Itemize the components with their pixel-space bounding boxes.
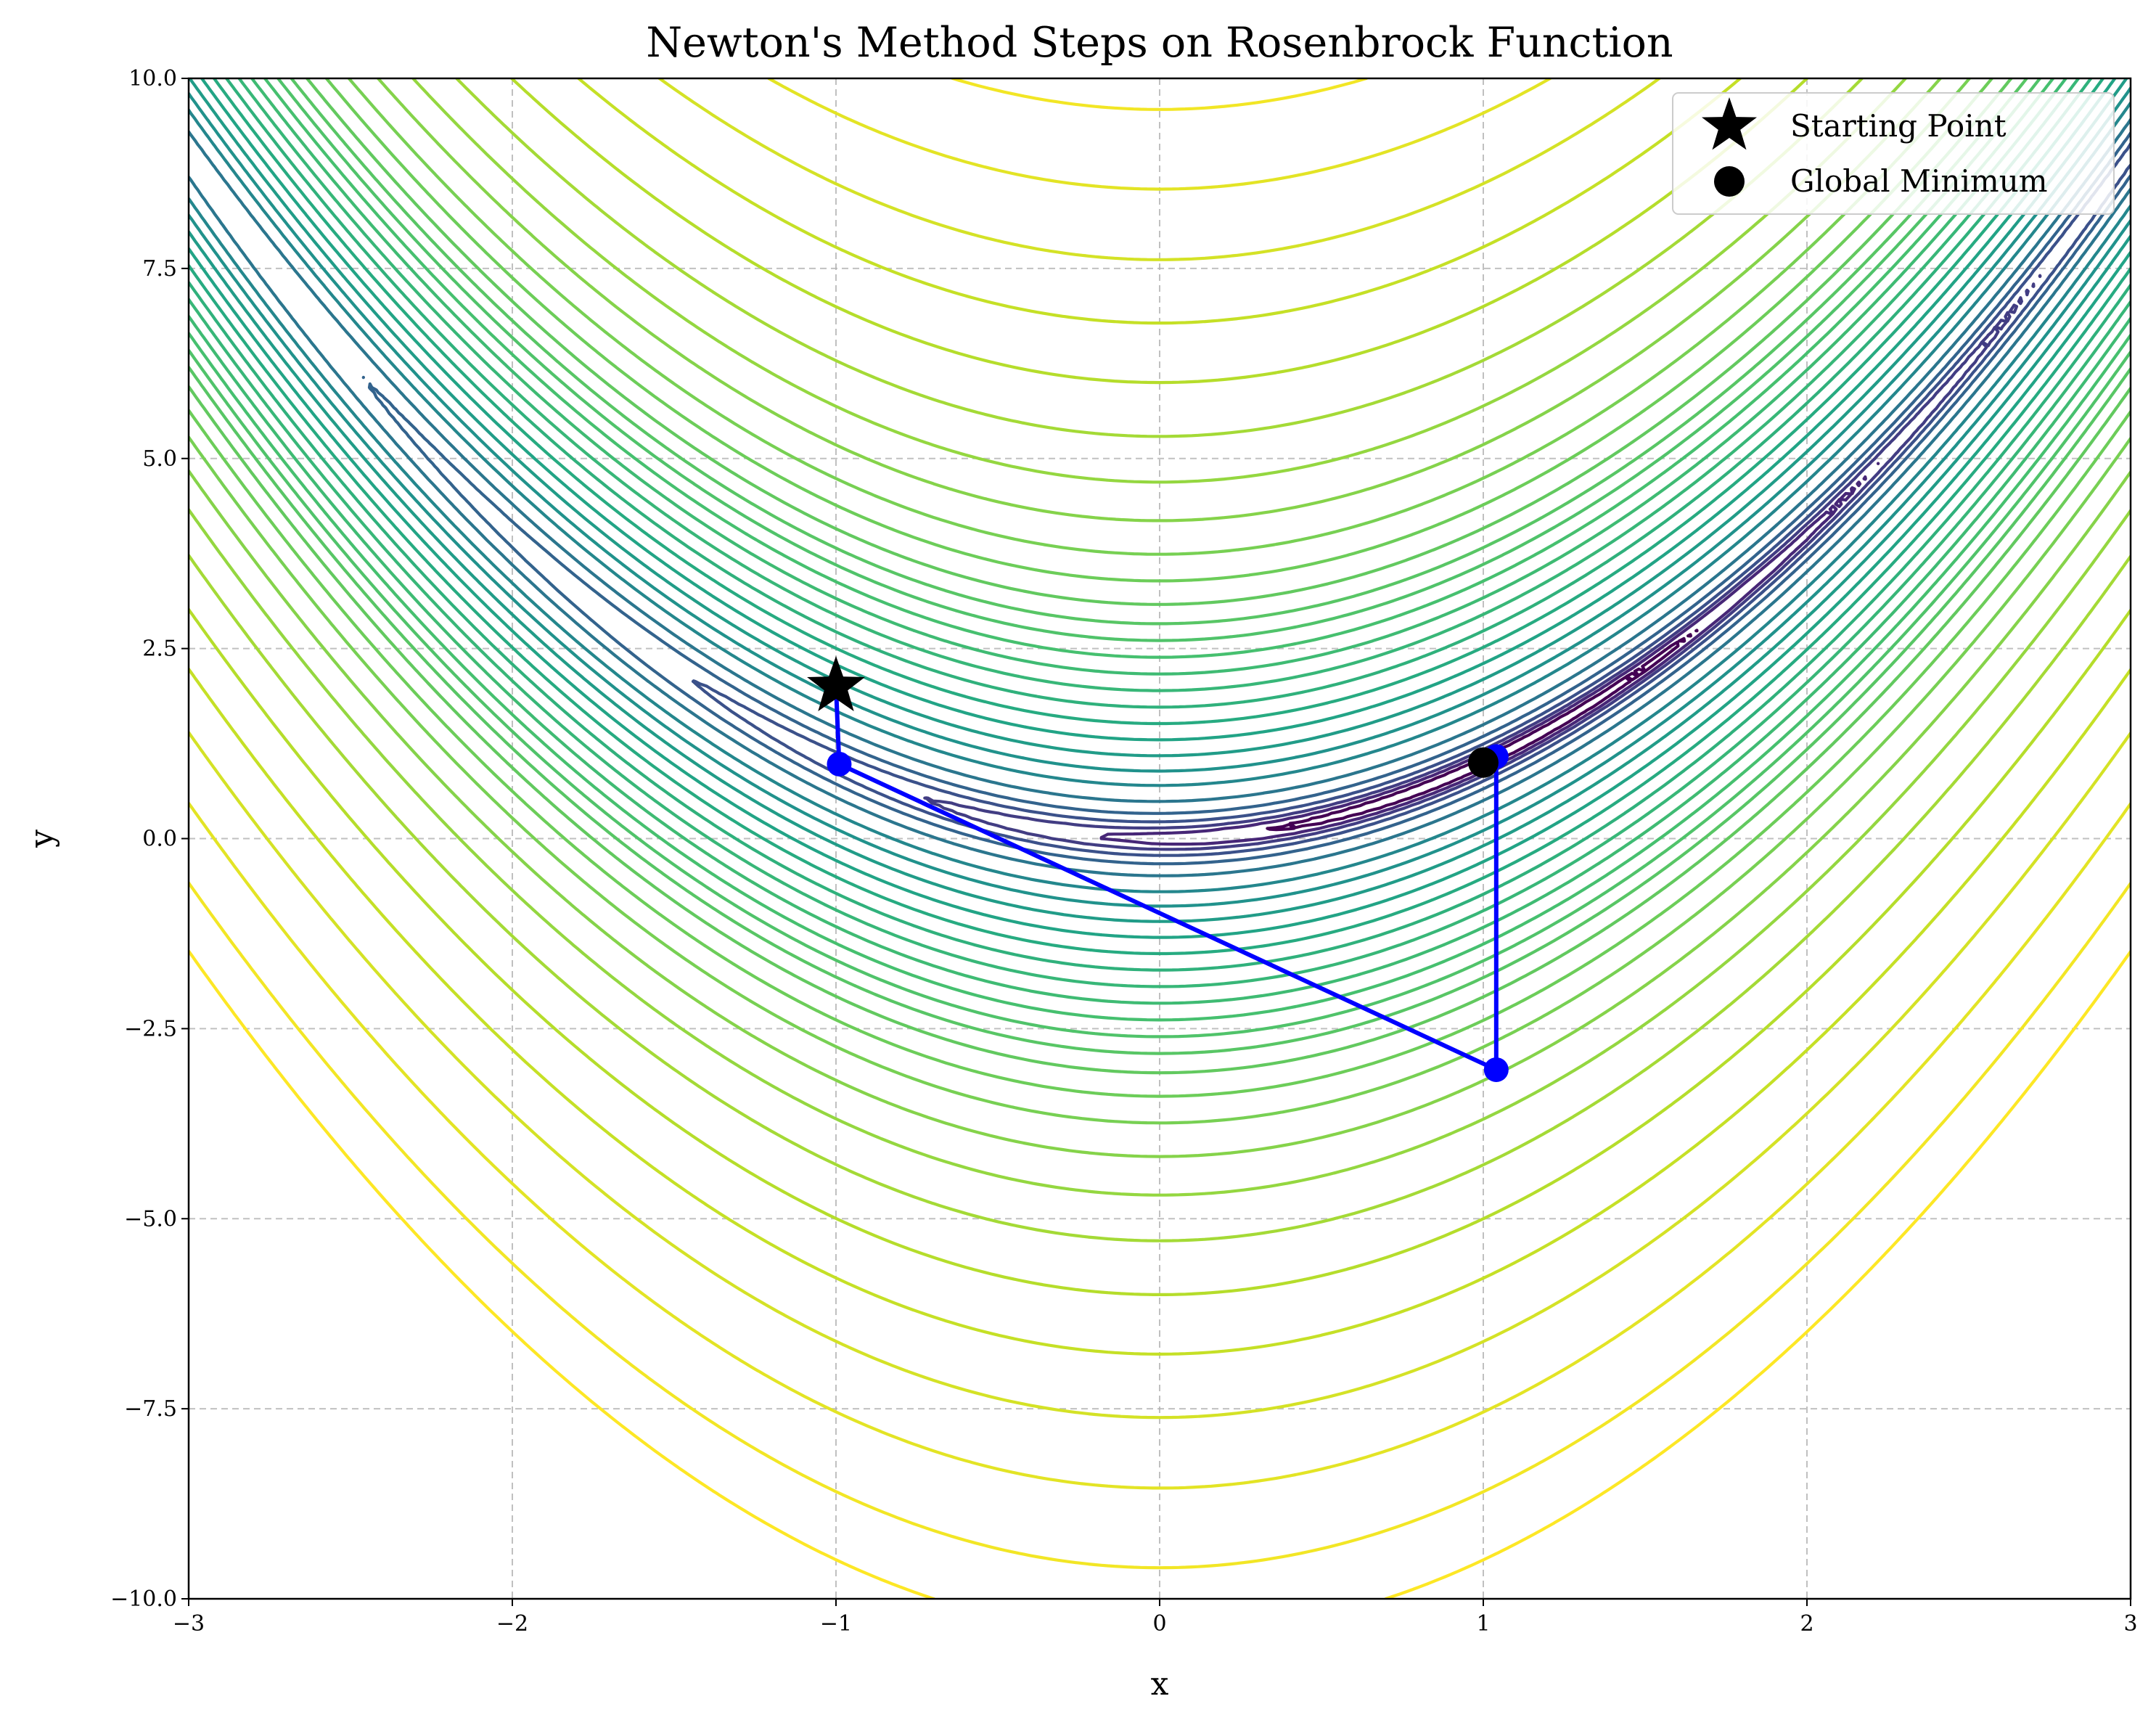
- y-tick-label: −7.5: [124, 1396, 177, 1422]
- newton-path-point: [1483, 1057, 1509, 1082]
- contour-line: [189, 78, 2131, 1039]
- contour-line: [189, 78, 2131, 956]
- legend-star-icon: [1702, 97, 1757, 150]
- global-minimum-point: [1468, 747, 1499, 778]
- x-axis-label: x: [1151, 1666, 1169, 1703]
- starting-point-star: [807, 656, 865, 711]
- contour-line: [691, 142, 2131, 857]
- y-axis-label: y: [23, 830, 60, 848]
- x-tick-label: 2: [1800, 1611, 1813, 1637]
- contour-line: [189, 78, 2131, 1296]
- y-tick-label: 2.5: [142, 636, 177, 662]
- contour-line: [189, 78, 2131, 1158]
- contour-line: [1099, 462, 1880, 846]
- contour-line: [189, 78, 2131, 1125]
- x-tick-label: −1: [820, 1611, 852, 1637]
- y-tick-label: −10.0: [110, 1586, 177, 1612]
- contour-line: [189, 78, 2131, 972]
- contour-line: [189, 78, 2131, 1098]
- legend: Starting Point Global Minimum: [1672, 92, 2115, 215]
- contour-line: [189, 949, 2131, 1599]
- x-tick-label: 0: [1152, 1611, 1166, 1637]
- newton-path-point: [827, 751, 852, 777]
- legend-circle-icon: [1714, 166, 1745, 197]
- contour-line: [189, 78, 2131, 1055]
- contour-line: [189, 78, 2131, 1420]
- y-axis: −10.0 −7.5 −5.0 −2.5 0.0 2.5 5.0 7.5 10.0: [110, 66, 189, 1612]
- contour-line: [189, 78, 2131, 1356]
- legend-label-starting-point: Starting Point: [1790, 108, 2007, 144]
- newton-path-line: [834, 686, 1499, 1073]
- y-tick-label: −2.5: [124, 1016, 177, 1041]
- contour-line: [189, 78, 2131, 1005]
- x-tick-label: −3: [173, 1611, 205, 1637]
- contour-line: [361, 131, 2131, 866]
- chart-title: Newton's Method Steps on Rosenbrock Func…: [646, 19, 1673, 67]
- y-tick-label: 5.0: [142, 446, 177, 472]
- x-tick-label: 1: [1476, 1611, 1490, 1637]
- contour-lines: [189, 78, 2131, 1599]
- newton-path-layer: [807, 656, 1509, 1082]
- y-tick-label: 0.0: [142, 827, 177, 852]
- contour-line: [189, 78, 2131, 939]
- contour-line: [189, 78, 2131, 923]
- y-tick-label: 7.5: [142, 256, 177, 282]
- contour-line: [189, 78, 2131, 1490]
- x-tick-label: −2: [496, 1611, 528, 1637]
- y-tick-label: −5.0: [124, 1206, 177, 1232]
- x-tick-label: 3: [2123, 1611, 2137, 1637]
- contour-line: [189, 78, 2131, 1570]
- contour-line: [189, 78, 2131, 1075]
- y-tick-label: 10.0: [128, 66, 177, 91]
- contour-line: [189, 118, 2131, 877]
- grid: [188, 78, 2131, 1600]
- contour-line: [189, 78, 2131, 988]
- contour-line: [189, 78, 2131, 1022]
- contour-line: [189, 78, 2131, 1242]
- legend-label-global-minimum: Global Minimum: [1790, 163, 2048, 199]
- x-axis: −3 −2 −1 0 1 2 3: [173, 1599, 2138, 1637]
- contour-line: [923, 274, 2042, 851]
- legend-box: [1672, 92, 2115, 215]
- contour-line: [189, 78, 2131, 1197]
